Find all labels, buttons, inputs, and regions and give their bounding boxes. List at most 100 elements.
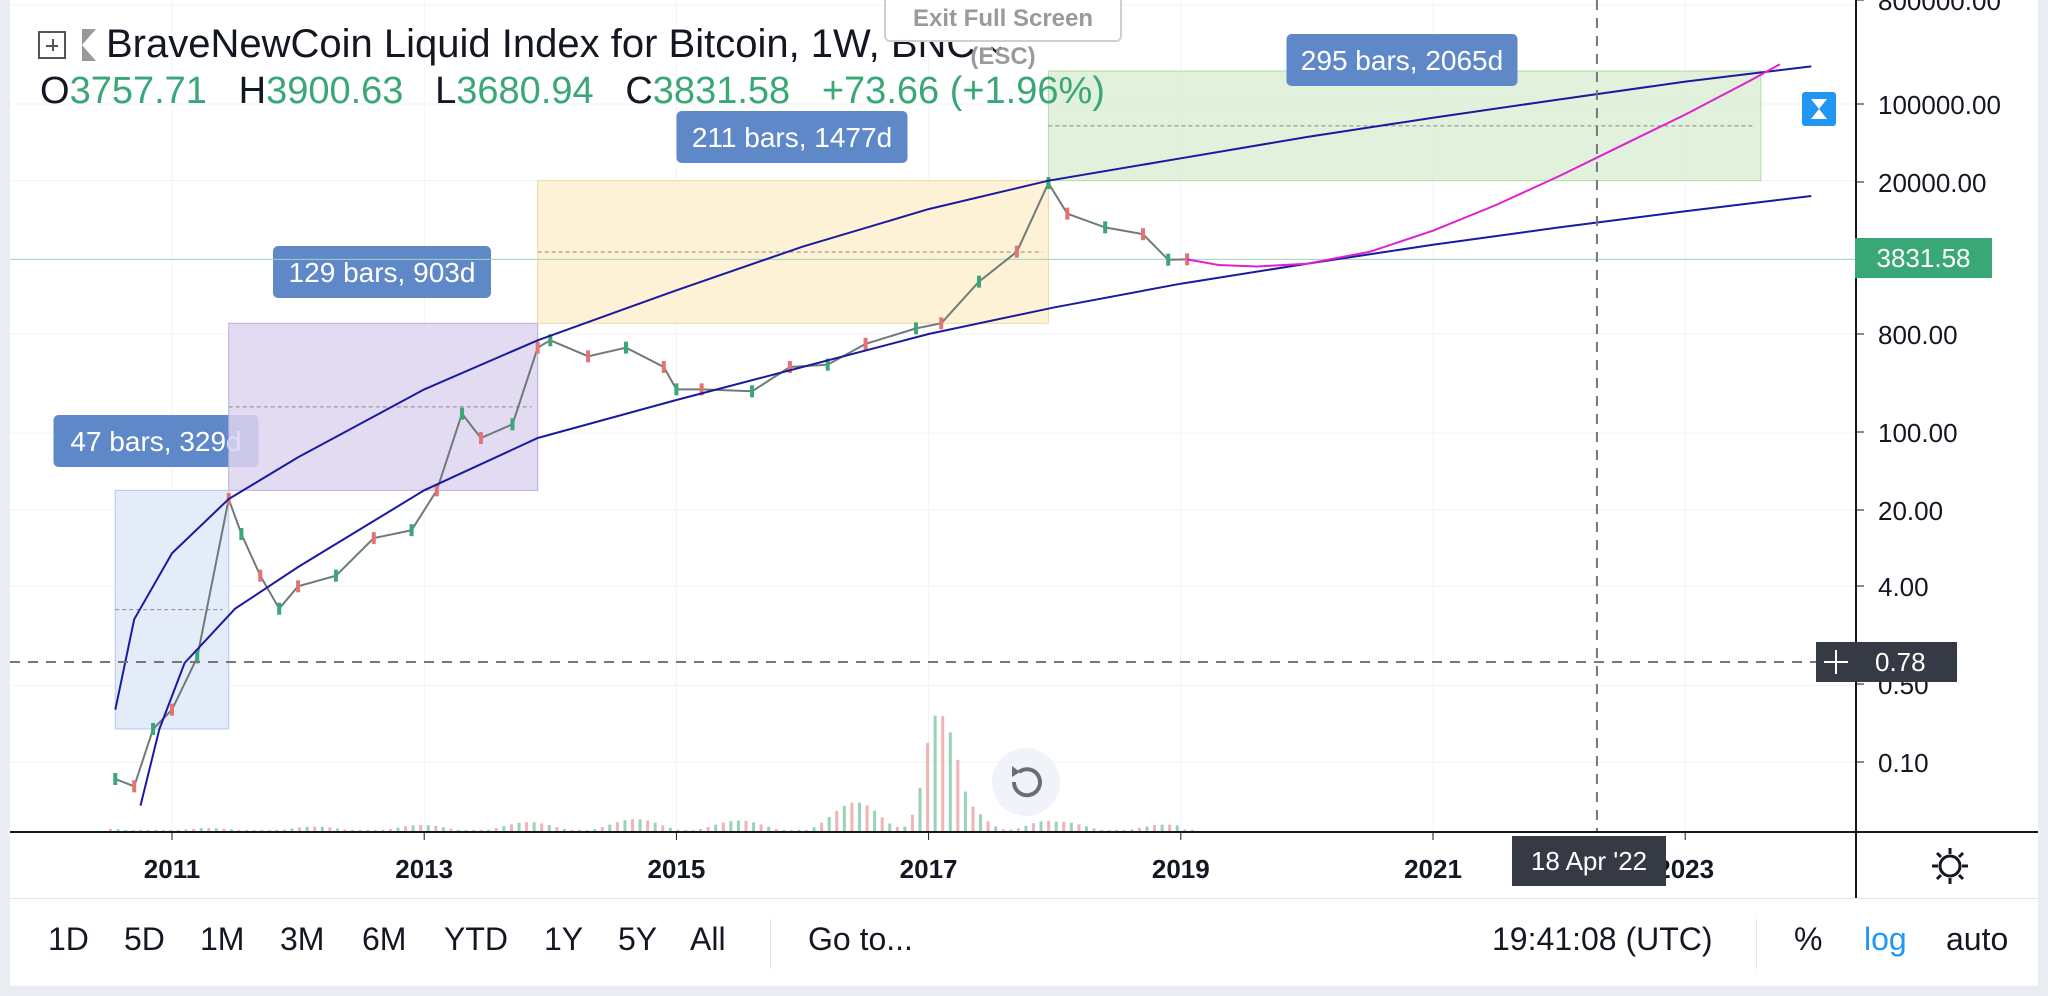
volume-bar (1016, 828, 1020, 832)
flag-icon[interactable] (82, 28, 96, 61)
volume-bar (419, 825, 423, 832)
price-candle (623, 341, 628, 354)
volume-bar (404, 826, 408, 832)
volume-bar (857, 802, 861, 832)
volume-bar (805, 829, 809, 832)
volume-bar (661, 825, 665, 832)
price-candle (750, 385, 755, 398)
timeframe-6m[interactable]: 6M (362, 921, 407, 957)
volume-bar (880, 817, 884, 832)
reset-chart-button[interactable] (992, 748, 1060, 816)
volume-bar (1077, 824, 1081, 832)
log-toggle[interactable]: log (1864, 921, 1907, 957)
timeframe-5y[interactable]: 5Y (618, 921, 658, 957)
toolbar-divider (1756, 919, 1757, 969)
volume-bar (116, 829, 120, 832)
volume-bar (1190, 829, 1194, 832)
price-candle (333, 569, 338, 582)
volume-bar (222, 828, 226, 832)
crosshair-plus-icon[interactable] (1816, 642, 1856, 682)
symbol-title[interactable]: BraveNewCoin Liquid Index for Bitcoin, 1… (106, 22, 976, 66)
volume-bar (774, 828, 778, 832)
volume-bar (668, 827, 672, 832)
time-tick-label: 2019 (1152, 854, 1210, 884)
volume-bar (979, 814, 983, 832)
volume-bar (532, 822, 536, 832)
volume-bar (426, 825, 430, 832)
volume-bar (230, 829, 234, 832)
timeframe-5d[interactable]: 5D (124, 921, 165, 957)
volume-bar (1039, 821, 1043, 832)
price-tick-label: 20000.00 (1878, 168, 1986, 198)
volume-bar (653, 822, 657, 832)
price-candle (787, 360, 792, 373)
exit-fullscreen-button[interactable]: Exit Full Screen (ESC) (884, 0, 1122, 70)
add-symbol-icon[interactable] (38, 30, 66, 59)
open-value: 3757.71 (69, 70, 207, 112)
price-candle (863, 337, 868, 350)
timeframe-1y[interactable]: 1Y (544, 921, 584, 957)
volume-bar (207, 827, 211, 832)
date-range-label-bg (676, 111, 908, 163)
settings-gear-icon[interactable] (1930, 846, 1970, 891)
auto-toggle[interactable]: auto (1946, 921, 2009, 957)
change-value: +73.66 (+1.96%) (821, 70, 1105, 112)
date-range-label-bg (1286, 34, 1518, 86)
price-candle (296, 580, 301, 593)
chart-canvas[interactable]: 47 bars, 329d 129 bars, 903d 211 bars, 147… (10, 0, 2038, 898)
volume-bar (214, 828, 218, 832)
volume-bar (282, 829, 286, 832)
timeframe-ytd[interactable]: YTD (444, 921, 508, 957)
volume-bar (1130, 829, 1134, 832)
price-candle (195, 651, 200, 664)
price-candle (548, 334, 553, 347)
chart-frame: 47 bars, 329d 129 bars, 903d 211 bars, 147… (10, 0, 2038, 986)
price-candle (239, 527, 244, 540)
volume-bar (600, 827, 604, 832)
volume-bar (873, 810, 877, 832)
volume-bar (1168, 824, 1172, 832)
timeframe-3m[interactable]: 3M (280, 921, 325, 957)
timeframe-1d[interactable]: 1D (48, 921, 89, 957)
volume-bar (313, 826, 317, 832)
current-price-label: 3831.58 (1855, 238, 1992, 278)
volume-bar (956, 759, 960, 832)
price-candle (478, 432, 483, 445)
volume-bar (525, 822, 529, 832)
volume-bar (517, 822, 521, 832)
volume-bar (1069, 822, 1073, 832)
timeframe-1m[interactable]: 1M (200, 921, 245, 957)
volume-bar (290, 828, 294, 832)
volume-bar (721, 822, 725, 832)
price-candle (434, 484, 439, 497)
volume-bar (706, 826, 710, 832)
low-value: 3680.94 (456, 70, 594, 112)
price-candle (151, 722, 156, 735)
volume-bar (562, 828, 566, 832)
volume-bar (555, 827, 559, 832)
goto-button[interactable]: Go to... (808, 921, 913, 957)
crosshair-date-label: 18 Apr '22 (1512, 836, 1666, 886)
date-range-box (1047, 70, 1762, 182)
volume-bar (1084, 826, 1088, 832)
volume-bar (918, 787, 922, 832)
volume-bar (842, 805, 846, 832)
utc-clock[interactable]: 19:41:08 (UTC) (1492, 921, 1713, 957)
volume-bar (865, 805, 869, 832)
timeframe-all[interactable]: All (690, 921, 726, 957)
price-candle (1103, 221, 1108, 234)
percent-toggle[interactable]: % (1794, 921, 1823, 957)
volume-bar (305, 826, 309, 832)
hourglass-icon[interactable] (1802, 92, 1836, 126)
volume-bar (1024, 825, 1028, 832)
price-candle (825, 358, 830, 371)
price-candle (661, 360, 666, 373)
volume-bar (676, 829, 680, 832)
volume-bar (638, 819, 642, 832)
bottom-toolbar: 1D 5D 1M 3M 6M YTD 1Y 5Y All Go to... 19… (10, 898, 2038, 986)
volume-bar (434, 825, 438, 832)
price-candle (939, 317, 944, 330)
volume-bar (192, 828, 196, 832)
volume-bar (767, 826, 771, 832)
price-series-line (114, 180, 1188, 788)
